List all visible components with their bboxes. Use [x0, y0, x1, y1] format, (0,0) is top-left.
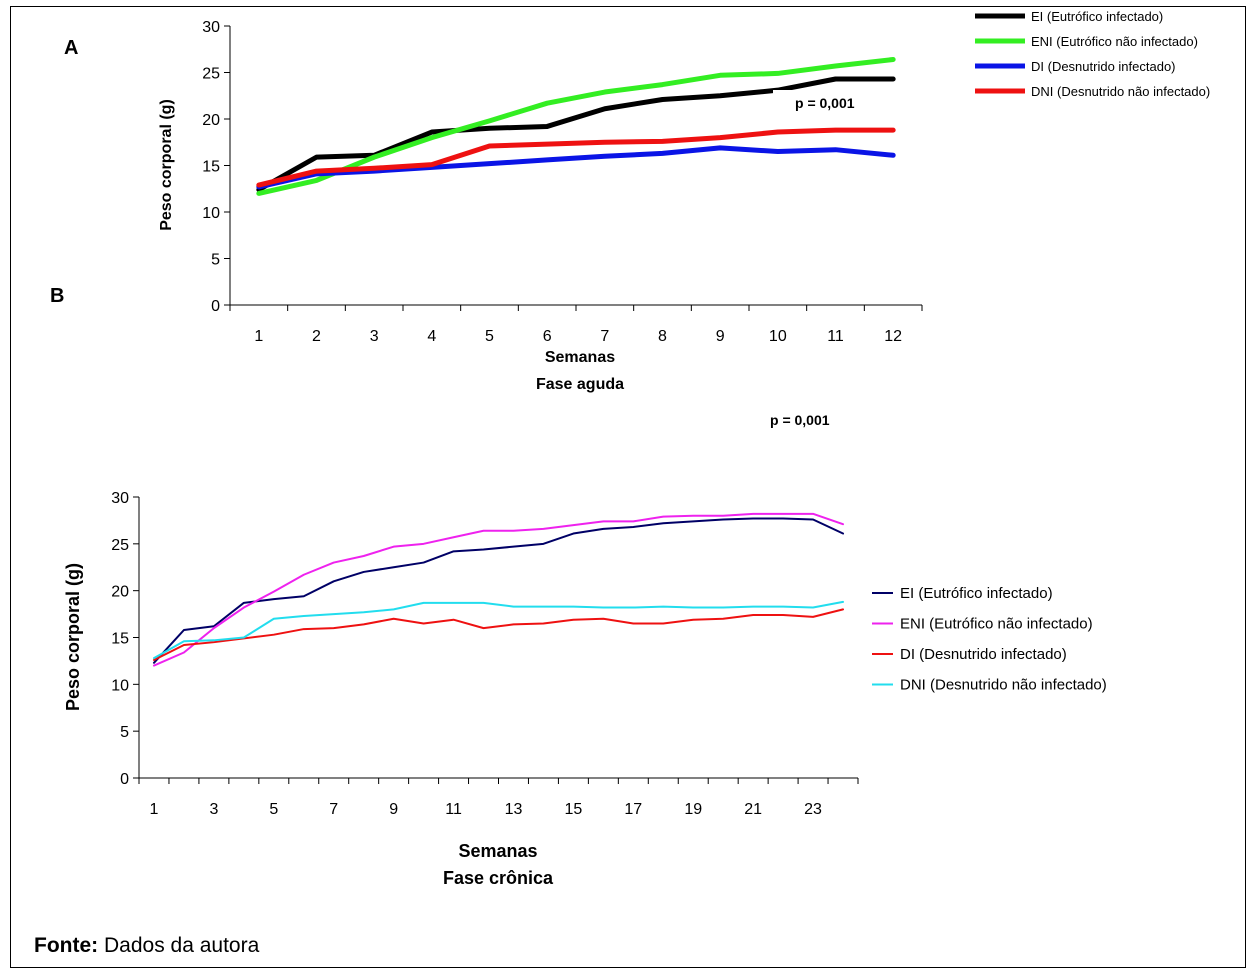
panelA-y-tick-label: 15 — [202, 159, 220, 176]
panelB-x-tick-label: 15 — [564, 801, 582, 818]
panelA-x-tick-label: 10 — [769, 328, 787, 345]
panelB-x-tick-label: 17 — [624, 801, 642, 818]
panelB-x-tick-label: 9 — [389, 801, 398, 818]
panelA-x-axis-sublabel: Fase aguda — [536, 376, 624, 393]
panelA-x-tick-label: 12 — [884, 328, 902, 345]
panelA-annotation: p = 0,001 — [795, 95, 855, 111]
panelA-x-tick-label: 9 — [716, 328, 725, 345]
panelA-series-line-2 — [256, 145, 896, 190]
panelB-y-axis-label: Peso corporal (g) — [63, 563, 83, 711]
panelB-y-tick-label: 25 — [111, 537, 129, 554]
panelA-y-tick-label: 10 — [202, 205, 220, 222]
panelB-x-tick-label: 3 — [209, 801, 218, 818]
panelB-x-tick-label: 23 — [804, 801, 822, 818]
panelB-x-tick-label: 7 — [329, 801, 338, 818]
panelA-legend-label-3: DNI (Desnutrido não infectado) — [1031, 84, 1210, 99]
panelB-label: B — [50, 285, 64, 307]
panelA-x-tick-label: 11 — [827, 328, 844, 345]
panelA-x-tick-label: 2 — [312, 328, 321, 345]
panelB-annotation: p = 0,001 — [770, 412, 830, 428]
panelB-legend-label-3: DNI (Desnutrido não infectado) — [900, 677, 1107, 694]
panelA-label: A — [64, 37, 78, 59]
panelB-y-tick-label: 5 — [120, 724, 129, 741]
panelB-x-axis-sublabel: Fase crônica — [443, 868, 554, 888]
panelA-series-line-0 — [256, 76, 896, 193]
panelB-legend-label-2: DI (Desnutrido infectado) — [900, 646, 1067, 663]
panelA-legend-label-1: ENI (Eutrófico não infectado) — [1031, 34, 1198, 49]
panelB-y-tick-label: 0 — [120, 771, 129, 788]
panelA-x-tick-label: 7 — [600, 328, 609, 345]
panelB-series-line-1 — [152, 512, 845, 667]
panelB-series-line-3 — [152, 600, 845, 660]
panelA-y-tick-label: 20 — [202, 112, 220, 129]
panelA-x-tick-label: 5 — [485, 328, 494, 345]
panelA-x-tick-label: 8 — [658, 328, 667, 345]
panelB-x-tick-label: 21 — [744, 801, 762, 818]
panelB-x-axis-label: Semanas — [458, 841, 537, 861]
panelB-y-tick-label: 10 — [111, 677, 129, 694]
panelA-x-tick-label: 3 — [370, 328, 379, 345]
panelB-x-tick-label: 19 — [684, 801, 702, 818]
panelA-y-tick-label: 0 — [211, 298, 220, 315]
panelA-y-tick-label: 25 — [202, 66, 220, 83]
source-note: Fonte: Dados da autora — [34, 934, 259, 958]
panelA-x-tick-label: 6 — [543, 328, 552, 345]
panelA-annotation-bg — [773, 90, 868, 116]
panelB-y-tick-label: 15 — [111, 631, 129, 648]
source-text: Dados da autora — [104, 934, 260, 957]
panelA-y-tick-label: 5 — [211, 252, 220, 269]
panelA-x-tick-label: 4 — [427, 328, 436, 345]
panelB-y-tick-label: 20 — [111, 584, 129, 601]
panelA-y-tick-label: 30 — [202, 19, 220, 36]
panelA-legend-label-0: EI (Eutrófico infectado) — [1031, 9, 1163, 24]
panelB-x-tick-label: 5 — [269, 801, 278, 818]
figure-frame — [10, 6, 1246, 968]
panelB-legend-label-0: EI (Eutrófico infectado) — [900, 585, 1053, 602]
panelB-y-tick-label: 30 — [111, 490, 129, 507]
panelB-x-tick-label: 11 — [445, 801, 462, 818]
source-label: Fonte: — [34, 934, 99, 957]
panelA-y-axis-label: Peso corporal (g) — [158, 99, 175, 231]
panelB-series-line-0 — [152, 517, 845, 664]
panelA-legend-label-2: DI (Desnutrido infectado) — [1031, 59, 1176, 74]
panelB-series-line-2 — [152, 608, 845, 661]
panelA-x-axis-label: Semanas — [545, 349, 615, 366]
panelA-series-line-1 — [256, 56, 896, 196]
panelA-series-line-3 — [256, 127, 896, 188]
panelB-legend-label-1: ENI (Eutrófico não infectado) — [900, 616, 1093, 633]
panelB-x-tick-label: 1 — [150, 801, 159, 818]
panelA-x-tick-label: 1 — [254, 328, 263, 345]
panelB-x-tick-label: 13 — [505, 801, 523, 818]
